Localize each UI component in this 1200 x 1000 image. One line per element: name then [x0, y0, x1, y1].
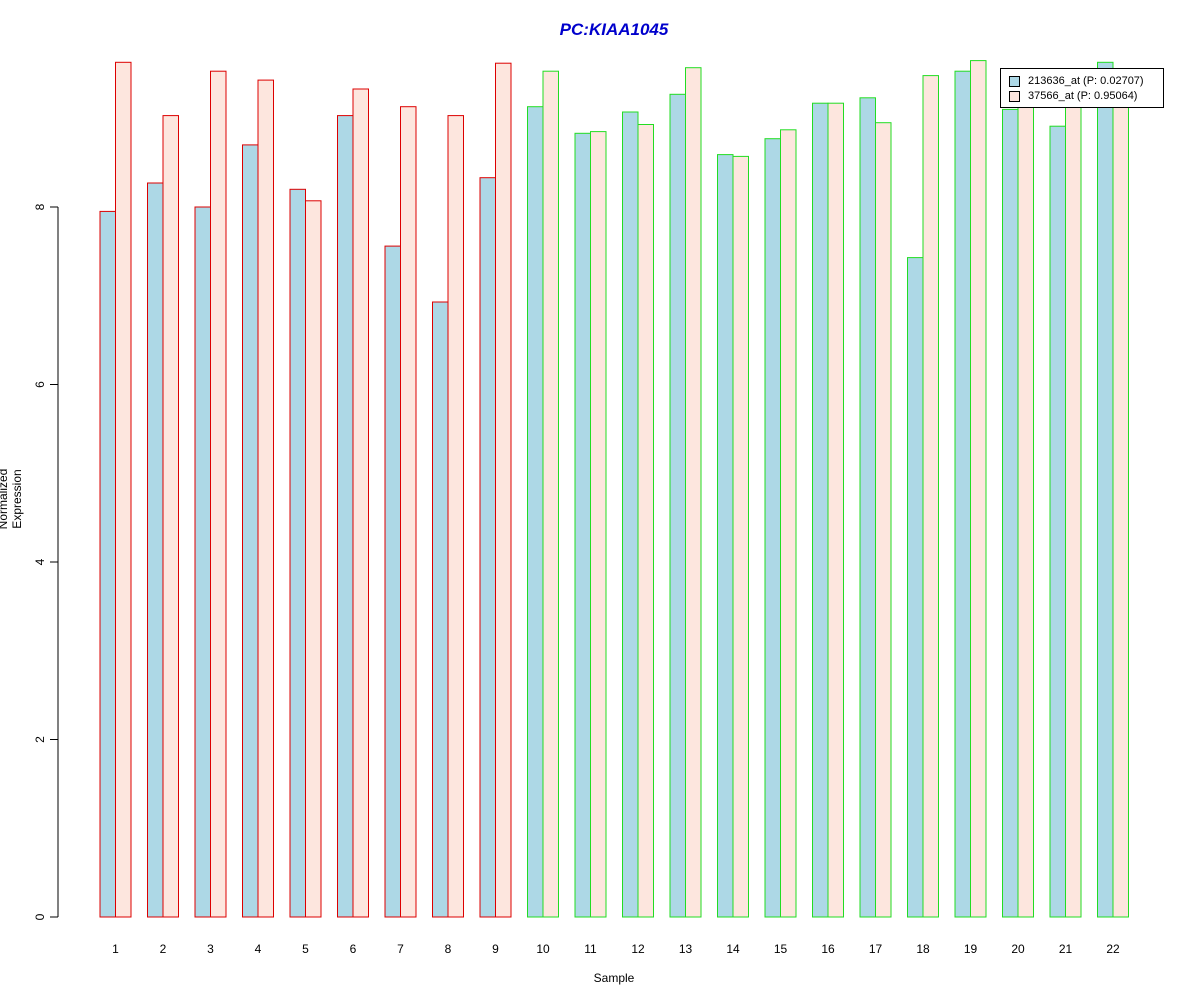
bar-213636_at-sample-19 — [954, 70, 971, 918]
bar-37566_at-sample-16 — [827, 102, 844, 918]
bar-213636_at-sample-15 — [764, 138, 781, 918]
y-tick-label-0: 0 — [33, 913, 47, 920]
x-tick-label-7: 7 — [397, 942, 404, 956]
x-tick-label-12: 12 — [631, 942, 645, 956]
bar-37566_at-sample-18 — [922, 75, 939, 918]
x-tick-label-21: 21 — [1059, 942, 1073, 956]
x-tick-label-15: 15 — [774, 942, 788, 956]
x-tick-label-6: 6 — [350, 942, 357, 956]
bar-37566_at-sample-6 — [352, 88, 369, 918]
x-tick-label-19: 19 — [964, 942, 978, 956]
x-tick-labels: 1 2 3 4 5 6 7 8 9 10 11 12 13 14 15 16 17 18 19 20 21 22 — [112, 942, 1120, 956]
legend: 213636_at (P: 0.02707) 37566_at (P: 0.95… — [1000, 68, 1164, 108]
x-tick-label-17: 17 — [869, 942, 883, 956]
legend-label-2: 37566_at (P: 0.95064) — [1028, 90, 1138, 102]
bar-37566_at-sample-9 — [495, 62, 512, 918]
bar-37566_at-sample-13 — [685, 67, 702, 918]
bars-layer — [99, 60, 1129, 918]
bar-213636_at-sample-18 — [907, 257, 924, 918]
y-tick-label-6: 6 — [33, 381, 47, 388]
bar-37566_at-sample-21 — [1065, 106, 1082, 918]
bar-213636_at-sample-13 — [669, 93, 686, 918]
bar-37566_at-sample-20 — [1017, 104, 1034, 918]
x-tick-label-9: 9 — [492, 942, 499, 956]
bar-37566_at-sample-17 — [875, 122, 892, 918]
bar-37566_at-sample-12 — [637, 124, 654, 918]
bar-37566_at-sample-11 — [590, 131, 607, 918]
bar-213636_at-sample-1 — [99, 210, 116, 918]
x-tick-label-14: 14 — [726, 942, 740, 956]
bar-37566_at-sample-7 — [400, 106, 417, 918]
bar-37566_at-sample-19 — [970, 60, 987, 918]
y-axis: 0 2 4 6 8 — [33, 203, 59, 920]
y-axis-label: Normalized Expression — [0, 468, 24, 530]
chart-title: PC:KIAA1045 — [559, 20, 669, 39]
bar-213636_at-sample-4 — [242, 144, 259, 918]
bar-37566_at-sample-8 — [447, 115, 464, 918]
bar-213636_at-sample-5 — [289, 188, 306, 918]
y-tick-label-2: 2 — [33, 736, 47, 743]
bar-213636_at-sample-2 — [147, 182, 164, 918]
bar-213636_at-sample-14 — [717, 154, 734, 918]
x-tick-label-20: 20 — [1011, 942, 1025, 956]
x-tick-label-16: 16 — [821, 942, 835, 956]
bar-213636_at-sample-20 — [1002, 108, 1019, 918]
legend-swatch-1 — [1009, 75, 1020, 87]
legend-item-1: 213636_at (P: 0.02707) — [1009, 74, 1144, 88]
x-tick-label-8: 8 — [445, 942, 452, 956]
bar-37566_at-sample-2 — [162, 115, 179, 918]
bar-37566_at-sample-5 — [305, 200, 322, 918]
legend-label-1: 213636_at (P: 0.02707) — [1028, 75, 1144, 87]
bar-213636_at-sample-8 — [432, 301, 449, 918]
bar-213636_at-sample-22 — [1097, 61, 1114, 918]
x-tick-label-22: 22 — [1106, 942, 1120, 956]
y-tick-label-8: 8 — [33, 203, 47, 210]
bar-213636_at-sample-12 — [622, 111, 639, 918]
x-axis-label: Sample — [593, 971, 635, 985]
bar-213636_at-sample-21 — [1049, 125, 1066, 918]
y-tick-label-4: 4 — [33, 558, 47, 565]
bar-37566_at-sample-3 — [210, 70, 227, 918]
x-tick-label-11: 11 — [584, 942, 597, 956]
legend-item-2: 37566_at (P: 0.95064) — [1009, 89, 1137, 103]
bar-213636_at-sample-17 — [859, 97, 876, 918]
x-tick-label-2: 2 — [160, 942, 167, 956]
x-tick-label-3: 3 — [207, 942, 214, 956]
bar-37566_at-sample-14 — [732, 155, 749, 918]
bar-213636_at-sample-10 — [527, 106, 544, 918]
x-tick-label-5: 5 — [302, 942, 309, 956]
x-tick-label-4: 4 — [255, 942, 262, 956]
x-tick-label-10: 10 — [536, 942, 550, 956]
bar-37566_at-sample-4 — [257, 79, 274, 918]
bar-37566_at-sample-22 — [1112, 100, 1129, 918]
bar-37566_at-sample-1 — [115, 61, 132, 918]
x-tick-label-13: 13 — [679, 942, 693, 956]
bar-213636_at-sample-3 — [194, 206, 211, 918]
legend-swatch-2 — [1009, 90, 1020, 102]
bar-37566_at-sample-15 — [780, 129, 797, 918]
bar-213636_at-sample-6 — [337, 115, 354, 918]
bar-213636_at-sample-16 — [812, 102, 829, 918]
x-tick-label-18: 18 — [916, 942, 930, 956]
bar-37566_at-sample-10 — [542, 70, 559, 918]
bar-213636_at-sample-9 — [479, 177, 496, 918]
bar-213636_at-sample-7 — [384, 245, 401, 918]
bar-213636_at-sample-11 — [574, 132, 591, 918]
x-tick-label-1: 1 — [112, 942, 119, 956]
